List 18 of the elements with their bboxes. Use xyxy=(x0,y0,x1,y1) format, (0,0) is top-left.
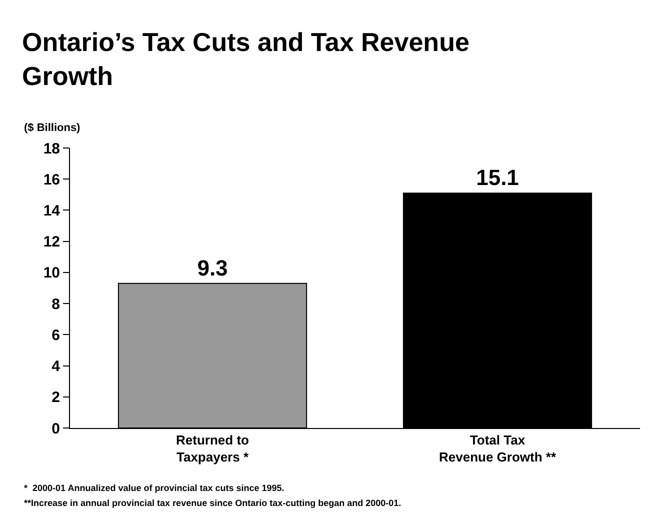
y-tick-label: 12 xyxy=(43,234,60,251)
y-tick-label: 16 xyxy=(43,171,60,188)
y-tick-label: 2 xyxy=(52,389,60,406)
y-tick-label: 4 xyxy=(52,358,61,376)
y-tick-label: 18 xyxy=(43,140,60,158)
chart-title: Ontario’s Tax Cuts and Tax Revenue Growth xyxy=(22,27,470,91)
x-tick-label: Total Tax Revenue Growth ** xyxy=(438,432,557,464)
y-tick-label: 8 xyxy=(52,296,60,313)
data-label: 9.3 xyxy=(197,255,228,280)
x-tick-label: Returned to Taxpayers * xyxy=(176,432,250,464)
y-axis-title: ($ Billions) xyxy=(24,122,81,134)
y-tick-label: 14 xyxy=(43,202,61,220)
data-label: 15.1 xyxy=(476,165,519,190)
text: **Increase in annual provincial tax revenue since Ontario tax-cutting began and 2000-01. xyxy=(24,498,402,508)
y-tick-label: 6 xyxy=(52,326,60,344)
y-tick-label: 10 xyxy=(43,264,60,282)
text: * 2000-01 Annualized value of provincial tax cuts since 1995. xyxy=(24,483,284,493)
y-tick-label: 0 xyxy=(52,420,60,438)
